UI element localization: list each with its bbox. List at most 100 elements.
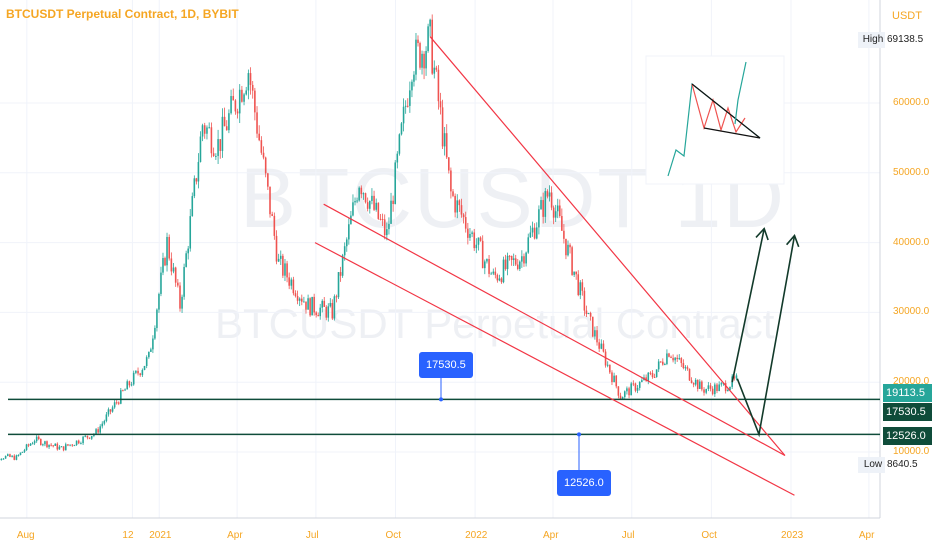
candle-body (554, 211, 557, 218)
price-tag-level-1: 17530.5 (883, 403, 932, 421)
candle-body (516, 264, 519, 269)
candle-body (107, 409, 110, 415)
candle-body (692, 383, 695, 385)
candle-body (711, 388, 714, 395)
candle-body (619, 395, 622, 400)
candle-body (31, 443, 34, 445)
candle-body (450, 170, 452, 192)
candle-body (454, 195, 456, 213)
candle-body (735, 375, 738, 379)
candle-body (724, 383, 727, 392)
candle-body (177, 282, 179, 286)
candle-body (573, 271, 575, 275)
candle-body (154, 327, 156, 339)
candle-body (158, 293, 160, 310)
candle-body (82, 436, 84, 444)
candle-body (172, 267, 175, 272)
y-tick-label: 30000.0 (893, 306, 930, 318)
candle-body (445, 133, 448, 158)
candle-body (510, 255, 513, 261)
candle-body (720, 383, 723, 385)
candle-body (638, 381, 641, 388)
candle-body (429, 19, 431, 27)
candle-body (42, 444, 44, 446)
candle-body (400, 123, 403, 135)
candle-body (195, 178, 198, 182)
candle-body (243, 94, 245, 102)
low-label: Low (858, 457, 888, 473)
candle-body (567, 244, 569, 256)
candle-body (364, 193, 367, 203)
candle-body (128, 381, 131, 386)
candle-body (273, 215, 276, 236)
candle-body (479, 237, 482, 241)
callout-anchor (439, 397, 443, 402)
candle-body (296, 296, 299, 301)
candle-body (327, 306, 330, 318)
candle-body (331, 302, 334, 319)
candle-body (369, 200, 371, 209)
candle-body (275, 235, 278, 262)
candle-body (60, 446, 63, 448)
candle-body (458, 200, 461, 206)
candle-body (126, 381, 129, 390)
candle-body (35, 436, 38, 442)
candle-body (506, 255, 509, 270)
candle-body (189, 216, 192, 249)
candle-body (664, 364, 666, 366)
candle-body (75, 440, 78, 446)
candle-body (538, 209, 540, 228)
callout-level-2[interactable]: 12526.0 (557, 470, 611, 496)
candle-body (48, 444, 50, 448)
projection-arrow-head (785, 234, 800, 248)
candle-body (193, 178, 196, 197)
candle-body (335, 296, 338, 298)
candle-body (132, 372, 135, 385)
candle-body (441, 107, 444, 147)
candle-body (394, 162, 397, 204)
candle-body (238, 89, 241, 114)
candle-body (659, 361, 662, 363)
candle-body (651, 373, 654, 377)
candle-body (64, 444, 67, 451)
candle-body (409, 90, 411, 106)
candle-body (101, 423, 104, 427)
candle-body (490, 273, 492, 275)
candle-body (105, 414, 108, 421)
candle-body (523, 256, 525, 264)
candle-body (575, 271, 577, 275)
candle-body (546, 191, 549, 197)
x-tick-label: Apr (858, 530, 875, 541)
candle-body (484, 261, 486, 269)
high-value: 69138.5 (885, 32, 926, 48)
candle-body (602, 343, 605, 352)
candle-body (33, 441, 36, 444)
candle-body (109, 409, 112, 412)
candle-body (251, 84, 254, 91)
candle-body (413, 74, 415, 82)
candle-body (500, 278, 503, 283)
candle-body (645, 377, 647, 381)
candle-body (396, 153, 399, 163)
price-tag-level-2: 12526.0 (883, 427, 932, 445)
candle-body (187, 248, 189, 254)
candle-body (115, 402, 118, 404)
trendline (323, 203, 786, 457)
callout-level-1[interactable]: 17530.5 (419, 352, 473, 378)
inset-breakout (734, 61, 747, 125)
candle-body (427, 26, 429, 51)
candle-body (583, 290, 586, 311)
candle-body (366, 202, 369, 209)
candle-body (179, 285, 181, 309)
candle-body (71, 444, 74, 446)
candle-body (348, 224, 350, 240)
candle-body (80, 443, 82, 445)
y-tick-label: 10000.0 (893, 446, 930, 457)
candle-body (598, 342, 600, 349)
candle-body (181, 296, 183, 309)
candle-body (341, 255, 344, 276)
candle-body (587, 313, 590, 315)
candle-body (13, 455, 16, 460)
candle-body (558, 205, 561, 217)
